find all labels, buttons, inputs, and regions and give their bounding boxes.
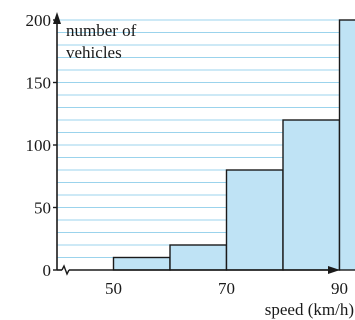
bar-60-70 — [169, 244, 228, 271]
y-axis-label-line-2: vehicles — [66, 43, 122, 62]
bars — [112, 19, 355, 271]
y-tick-label-200: 200 — [26, 11, 52, 30]
y-tick-labels: 0 50 100 150 200 — [26, 11, 57, 280]
x-axis-label: speed (km/h) — [265, 300, 354, 319]
y-tick-label-100: 100 — [26, 136, 52, 155]
y-tick-label-150: 150 — [26, 74, 52, 93]
x-tick-label-50: 50 — [105, 279, 122, 298]
x-axis-arrow — [328, 266, 340, 274]
y-axis-label-line-1: number of — [66, 21, 137, 40]
x-tick-labels: 507090110130 — [105, 279, 348, 298]
bar-90-100 — [338, 19, 355, 271]
y-axis-arrow — [53, 12, 61, 24]
axes — [53, 12, 340, 276]
x-tick-label-90: 90 — [331, 279, 348, 298]
x-tick-label-70: 70 — [218, 279, 235, 298]
x-axis-break — [61, 264, 70, 276]
axis-labels: number of vehicles speed (km/h) — [66, 21, 354, 319]
y-tick-label-50: 50 — [34, 199, 51, 218]
y-tick-label-0: 0 — [43, 261, 52, 280]
bar-70-80 — [225, 169, 284, 271]
bar-80-90 — [282, 119, 341, 271]
bar-50-60 — [112, 256, 171, 271]
